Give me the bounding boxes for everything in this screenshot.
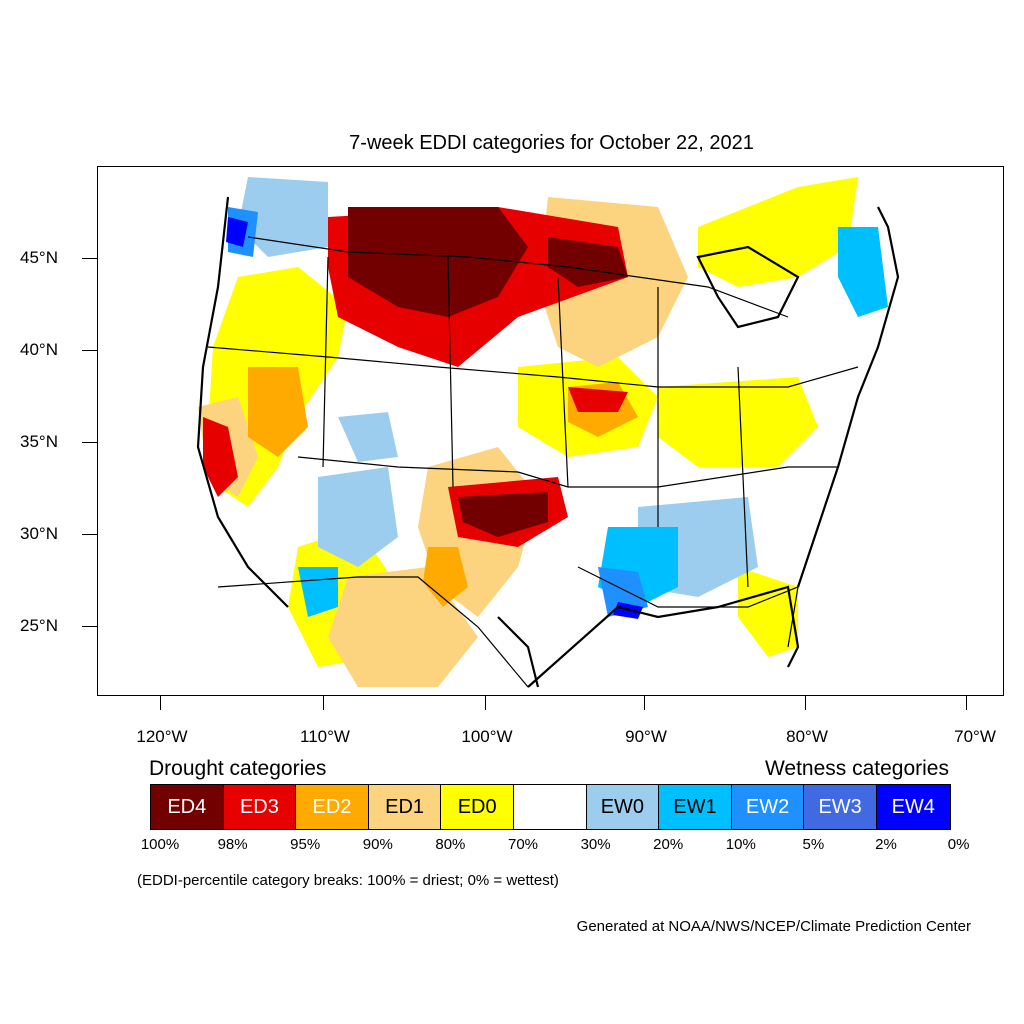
map-panel	[97, 166, 1004, 696]
lon-tick	[805, 696, 806, 710]
map-title: 7-week EDDI categories for October 22, 2…	[349, 132, 754, 154]
legend-break-label: 98%	[217, 836, 248, 853]
lon-label-80: 80°W	[786, 727, 828, 746]
legend-break-label: 20%	[653, 836, 684, 853]
legend-break-label: 95%	[290, 836, 321, 853]
legend-swatch-ed0: ED0	[441, 785, 514, 829]
lat-label-40: 40°N	[20, 340, 58, 359]
lon-label-100: 100°W	[461, 727, 513, 746]
lat-tick	[82, 350, 97, 351]
lon-label-70: 70°W	[954, 727, 996, 746]
legend-break-label: 2%	[875, 836, 897, 853]
lat-label-25: 25°N	[20, 616, 58, 635]
lon-label-90: 90°W	[625, 727, 667, 746]
legend-swatch-ed1: ED1	[368, 785, 442, 829]
lat-tick	[82, 442, 97, 443]
legend-break-label: 0%	[947, 836, 970, 853]
lat-label-30: 30°N	[20, 524, 58, 543]
legend-swatch-ed2: ED2	[296, 785, 369, 829]
legend-break-label: 90%	[362, 836, 393, 853]
lon-tick	[966, 696, 967, 710]
ed4-regions	[348, 207, 628, 537]
eddi-map	[196, 177, 900, 688]
credit-line: Generated at NOAA/NWS/NCEP/Climate Predi…	[576, 918, 971, 935]
legend-break-label: 10%	[725, 836, 756, 853]
boundaries	[207, 236, 859, 688]
lon-tick	[160, 696, 161, 710]
break-note: (EDDI-percentile category breaks: 100% =…	[137, 872, 559, 889]
legend-swatch-ew3: EW3	[804, 785, 877, 829]
legend-swatch-ew1: EW1	[659, 785, 732, 829]
legend-break-label: 80%	[435, 836, 466, 853]
legend-break-label: 70%	[507, 836, 539, 853]
lon-tick	[644, 696, 645, 710]
lat-tick	[82, 626, 97, 627]
lon-label-120: 120°W	[136, 727, 188, 746]
legend-swatch-ew4: EW4	[876, 785, 950, 829]
legend-break-label: 30%	[580, 836, 611, 853]
legend-swatch-normal	[513, 785, 587, 829]
legend-colorbar: ED4 ED3 ED2 ED1 ED0 EW0 EW1 EW2 EW3 EW4	[150, 784, 951, 830]
legend-swatch-ed4: ED4	[151, 785, 224, 829]
lat-label-45: 45°N	[20, 248, 58, 267]
lat-tick	[82, 258, 97, 259]
legend-swatch-ed3: ED3	[223, 785, 297, 829]
lon-label-110: 110°W	[300, 727, 350, 746]
lon-tick	[323, 696, 324, 710]
legend-break-label: 100%	[140, 836, 180, 853]
lat-tick	[82, 534, 97, 535]
legend-break-label: 5%	[802, 836, 825, 853]
legend-swatch-ew0: EW0	[586, 785, 660, 829]
legend-drought-title: Drought categories	[149, 757, 327, 780]
legend-wetness-title: Wetness categories	[764, 757, 949, 780]
lat-label-35: 35°N	[20, 432, 58, 451]
legend-swatch-ew2: EW2	[731, 785, 805, 829]
lon-tick	[485, 696, 486, 710]
coastlines	[196, 196, 900, 688]
